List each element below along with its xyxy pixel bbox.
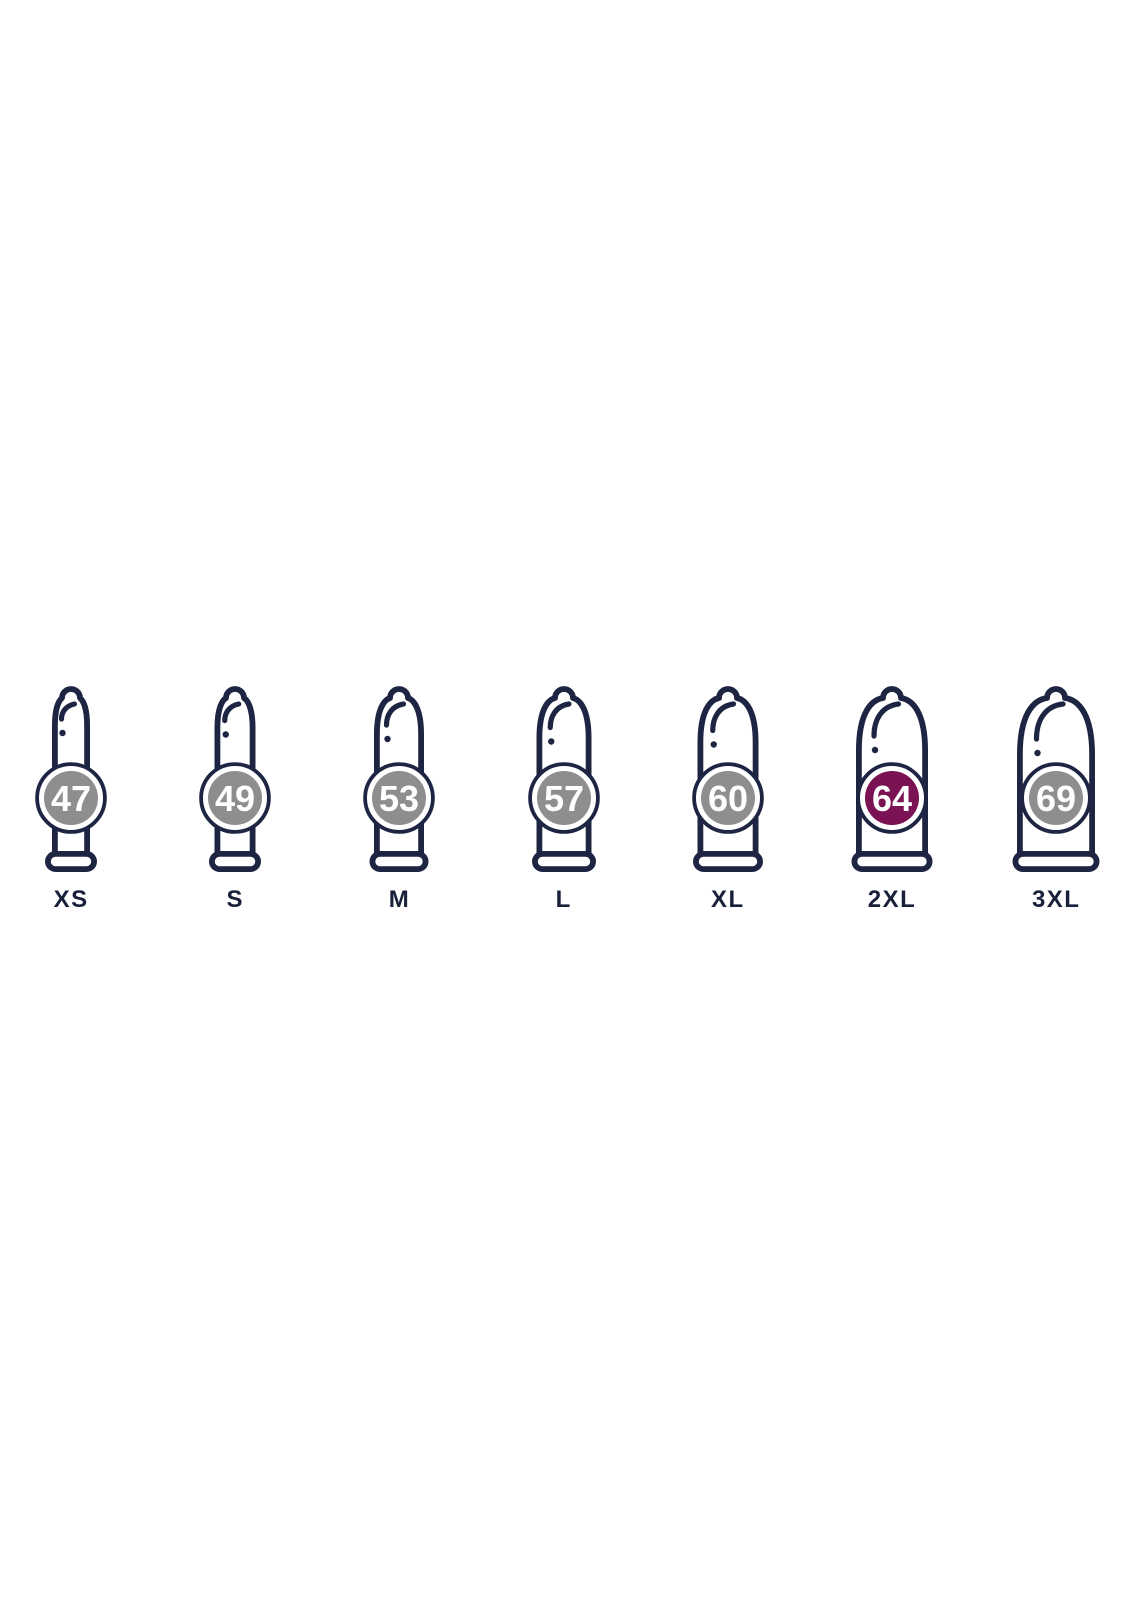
size-option-xl[interactable]: 60 XL [646, 670, 810, 912]
size-label: XS [53, 886, 89, 913]
size-label: M [388, 886, 411, 913]
size-badge-disc [372, 771, 427, 825]
size-option-m[interactable]: 53 M [317, 670, 481, 912]
sheen-highlight [58, 701, 78, 722]
size-badge-number: 64 [872, 778, 912, 819]
size-option-s[interactable]: 49 S [153, 670, 317, 912]
condom-icon: 64 [851, 686, 933, 872]
sheen-dot [59, 729, 66, 737]
sheen-dot [710, 741, 717, 748]
size-badge-disc [700, 771, 755, 825]
condom-rim [692, 850, 763, 872]
size-label: 3XL [1031, 886, 1081, 913]
sheen-dot [384, 735, 392, 743]
size-chart: 47 XS 49 S 53 M 57 L 60 XL 64 2XL 69 3XL [0, 670, 1129, 912]
condom-rim [531, 850, 596, 872]
size-option-3xl[interactable]: 69 3XL [974, 670, 1129, 912]
condom-icon: 57 [527, 686, 600, 872]
sheen-highlight [384, 701, 407, 728]
condom-rim [209, 850, 262, 872]
sheen-dot [222, 731, 230, 738]
size-badge-disc [865, 771, 920, 825]
size-badge-number: 69 [1036, 778, 1076, 819]
size-option-l[interactable]: 57 L [482, 670, 646, 912]
size-label: L [555, 886, 572, 913]
size-badge-number: 57 [544, 778, 584, 819]
sheen-highlight [547, 701, 572, 731]
sheen-dot [871, 746, 879, 754]
condom-icon: 69 [1012, 686, 1100, 872]
sheen-highlight [1034, 701, 1066, 742]
size-label: 2XL [867, 886, 917, 913]
size-badge-number: 60 [708, 778, 748, 819]
sheen-highlight [222, 701, 242, 724]
size-badge-number: 53 [379, 778, 419, 819]
condom-icon: 49 [199, 686, 272, 872]
condom-icon: 60 [692, 686, 764, 872]
size-option-xs[interactable]: 47 XS [0, 670, 153, 912]
sheen-highlight [709, 701, 736, 734]
size-badge-number: 49 [215, 778, 255, 819]
condom-rim [45, 850, 98, 872]
condom-rim [851, 850, 933, 872]
size-badge-disc [44, 771, 99, 825]
size-badge-number: 47 [51, 778, 91, 819]
sheen-dot [547, 738, 555, 745]
size-label: S [226, 886, 245, 913]
size-badge-disc [536, 771, 591, 825]
condom-icon: 53 [363, 686, 436, 872]
sheen-dot [1034, 749, 1041, 757]
size-option-2xl[interactable]: 64 2XL [810, 670, 974, 912]
condom-icon: 47 [35, 686, 107, 872]
size-badge-disc [208, 771, 263, 825]
condom-rim [1012, 850, 1100, 872]
size-badge-disc [1029, 771, 1084, 825]
size-label: XL [711, 886, 745, 913]
condom-rim [369, 850, 429, 872]
sheen-highlight [871, 701, 902, 739]
